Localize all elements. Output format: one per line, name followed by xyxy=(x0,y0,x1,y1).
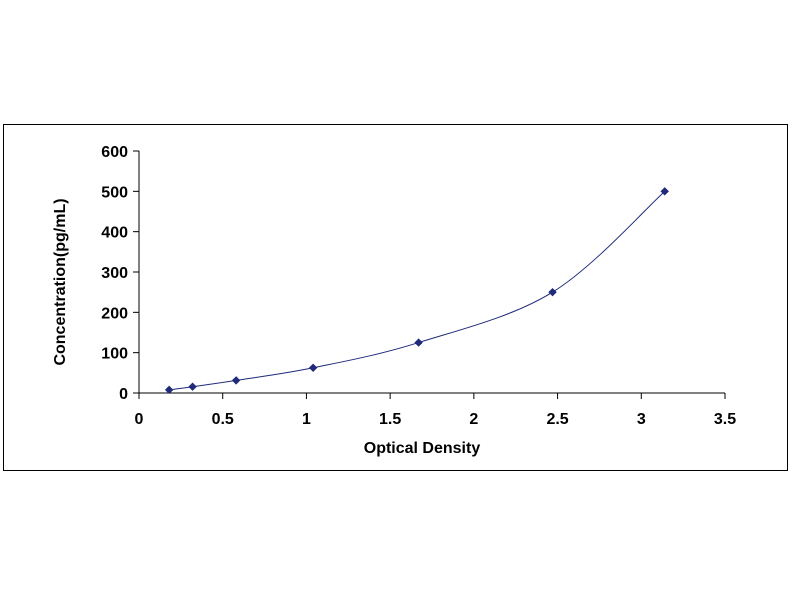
x-tick-label: 1 xyxy=(302,411,311,428)
y-tick-label: 600 xyxy=(101,144,128,161)
y-axis-title: Concentration(pg/mL) xyxy=(52,198,69,365)
x-tick-label: 0 xyxy=(135,411,144,428)
y-tick-label: 200 xyxy=(101,305,128,322)
x-tick-label: 3 xyxy=(637,411,646,428)
y-tick-label: 0 xyxy=(119,386,128,403)
x-tick-label: 3.5 xyxy=(714,411,736,428)
data-point-diamond xyxy=(660,187,669,196)
x-tick-label: 0.5 xyxy=(212,411,234,428)
axes xyxy=(133,150,726,399)
data-point-diamond xyxy=(164,385,174,395)
y-tick-label: 400 xyxy=(101,225,128,242)
chart-frame: 0 100 200 300 400 500 600 0 0.5 1 1.5 2 2.5 3 3.5 Opti… xyxy=(3,124,788,471)
data-point-diamond xyxy=(188,382,197,391)
data-point-diamond xyxy=(548,287,557,297)
x-axis-title: Optical Density xyxy=(364,440,481,457)
standard-curve-chart: 0 100 200 300 400 500 600 0 0.5 1 1.5 2 2.5 3 3.5 Opti… xyxy=(52,144,736,457)
x-tick-label: 2 xyxy=(469,411,478,428)
data-point-diamond xyxy=(231,376,241,385)
fitted-curve-line xyxy=(169,190,666,391)
x-tick-label: 1.5 xyxy=(379,411,401,428)
y-tick-label: 300 xyxy=(101,265,128,282)
data-points xyxy=(164,187,669,395)
y-tick-label: 500 xyxy=(101,184,128,201)
x-tick-label: 2.5 xyxy=(546,411,568,428)
y-tick-label: 100 xyxy=(101,346,128,363)
tick-labels: 0 100 200 300 400 500 600 0 0.5 1 1.5 2 2.5 3 3.5 xyxy=(101,144,736,428)
data-point-diamond xyxy=(414,338,423,347)
data-point-diamond xyxy=(308,363,318,372)
